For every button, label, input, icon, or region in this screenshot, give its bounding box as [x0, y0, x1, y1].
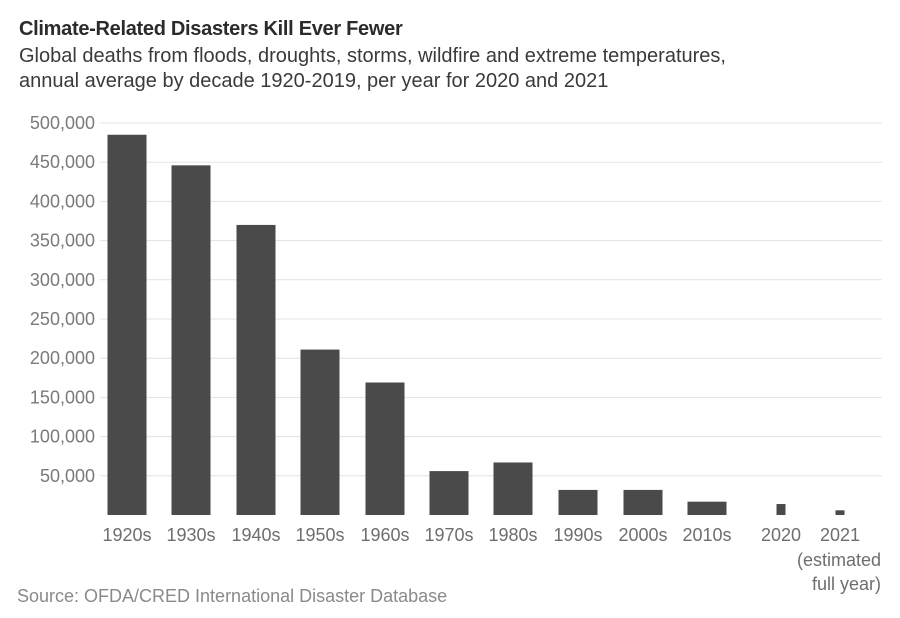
x-tick-label: 1920s [102, 525, 151, 545]
x-tick-label: 1950s [295, 525, 344, 545]
subtitle-line-1: Global deaths from floods, droughts, sto… [19, 45, 726, 67]
x-tick-label: 1980s [488, 525, 537, 545]
y-tick-label: 50,000 [40, 466, 95, 486]
bar-1940s [236, 224, 276, 516]
bar-1960s [365, 382, 405, 515]
x-tick-label: 2010s [682, 525, 731, 545]
x-tick-note: full year) [812, 574, 881, 594]
grid-lines [100, 122, 882, 477]
x-tick-label: 2000s [618, 525, 667, 545]
y-axis-ticks: 50,000 100,000 150,000 200,000 250,000 300,00… [30, 113, 95, 486]
x-tick-note: (estimated [797, 550, 881, 570]
x-tick-label: 1940s [231, 525, 280, 545]
bar-2020 [776, 504, 786, 515]
x-tick-label: 2021 [820, 525, 860, 545]
bar-2021 [835, 510, 845, 515]
y-tick-label: 150,000 [30, 387, 95, 407]
bars [107, 134, 845, 516]
bar-1980s [493, 462, 533, 515]
x-tick-label: 1960s [360, 525, 409, 545]
subtitle-line-2: annual average by decade 1920-2019, per … [19, 70, 609, 92]
y-tick-label: 450,000 [30, 152, 95, 172]
y-tick-label: 200,000 [30, 348, 95, 368]
x-tick-label: 1990s [553, 525, 602, 545]
y-tick-label: 300,000 [30, 270, 95, 290]
y-tick-label: 500,000 [30, 113, 95, 133]
y-tick-label: 400,000 [30, 191, 95, 211]
x-tick-label: 1970s [424, 525, 473, 545]
y-tick-label: 350,000 [30, 231, 95, 251]
x-axis-ticks: 1920s 1930s 1940s 1950s 1960s 1970s 1980s 1990s… [102, 525, 881, 594]
y-tick-label: 250,000 [30, 309, 95, 329]
bar-2010s [687, 501, 727, 515]
bar-1950s [300, 349, 340, 515]
y-tick-label: 100,000 [30, 427, 95, 447]
x-tick-label: 2020 [761, 525, 801, 545]
bar-1930s [171, 165, 211, 515]
chart-subtitle: Global deaths from floods, droughts, sto… [19, 44, 889, 94]
x-tick-label: 1930s [166, 525, 215, 545]
bar-1970s [429, 471, 469, 515]
bar-1920s [107, 134, 147, 515]
bar-1990s [558, 489, 598, 515]
chart-title: Climate-Related Disasters Kill Ever Fewe… [19, 18, 403, 40]
source-note: Source: OFDA/CRED International Disaster… [17, 586, 448, 606]
bar-2000s [623, 489, 663, 515]
